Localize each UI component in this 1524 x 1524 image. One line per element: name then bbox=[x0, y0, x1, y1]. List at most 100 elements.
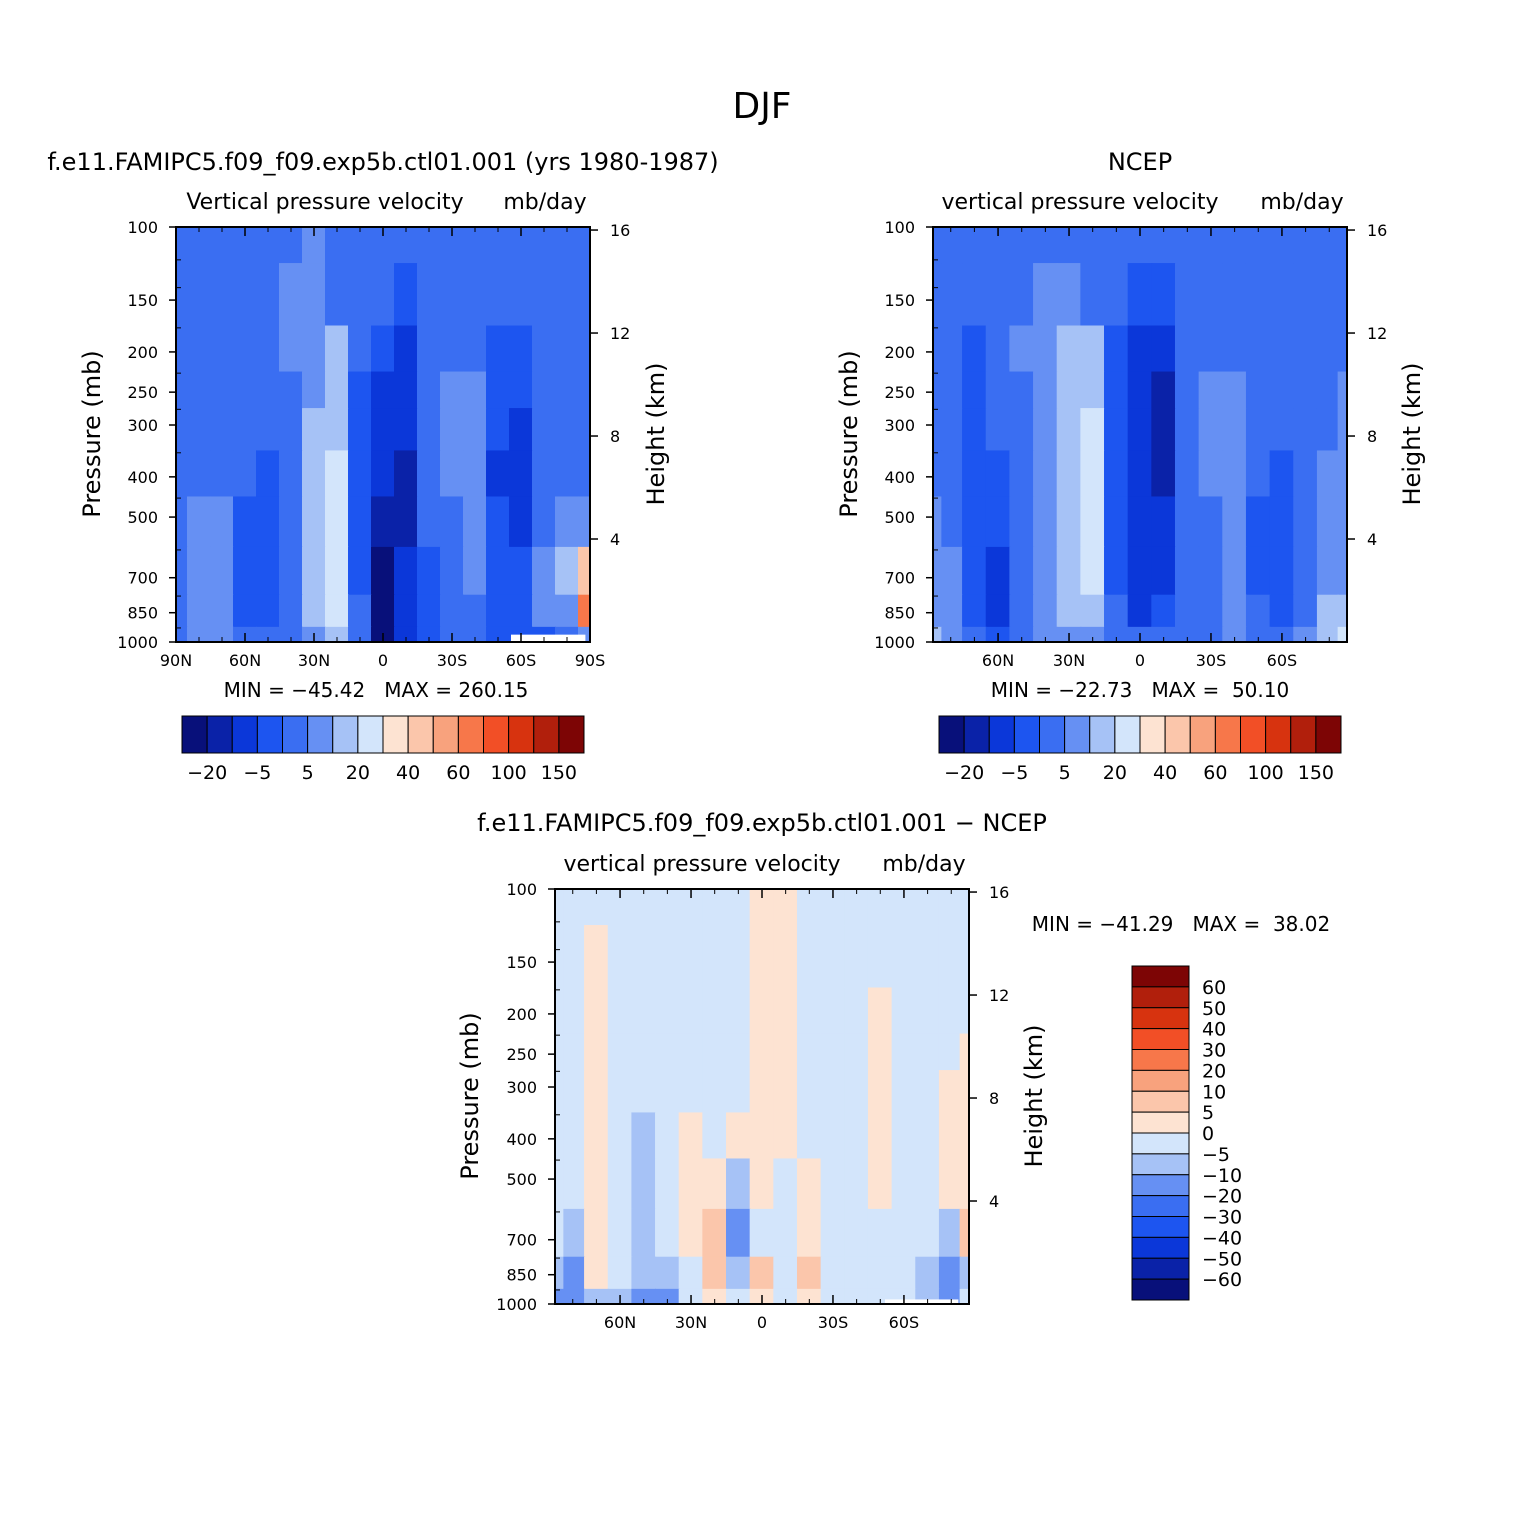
heatmap-cell bbox=[555, 1288, 565, 1304]
heatmap-cell bbox=[1245, 546, 1271, 596]
heatmap-cell bbox=[417, 496, 441, 548]
heatmap-cell bbox=[176, 450, 188, 498]
heatmap-cell bbox=[1033, 626, 1058, 642]
heatmap-cell bbox=[210, 626, 234, 642]
x-tick-label: 60S bbox=[889, 1313, 920, 1332]
heatmap-cell bbox=[555, 594, 579, 628]
heatmap-cell bbox=[348, 546, 372, 596]
heatmap-cell bbox=[325, 227, 349, 265]
heatmap-cell bbox=[1293, 408, 1318, 452]
heatmap-cell bbox=[394, 450, 418, 498]
heatmap-cell bbox=[1033, 263, 1058, 327]
colorbar-box bbox=[533, 715, 560, 754]
heatmap-cell bbox=[555, 450, 579, 498]
heatmap-cell bbox=[348, 496, 372, 548]
colorbar-box bbox=[1189, 715, 1216, 754]
heatmap-cell bbox=[915, 1158, 940, 1210]
heatmap-cell bbox=[1337, 263, 1347, 327]
heatmap-cell bbox=[773, 1033, 798, 1072]
heatmap-cell bbox=[210, 546, 234, 596]
heatmap-cell bbox=[631, 1288, 657, 1304]
heatmap-cell bbox=[655, 889, 680, 927]
heatmap-cell bbox=[509, 546, 533, 596]
panel-diff-plot: 100 150 200 250 300 400 500 700 850 1000 16 12 8 4 60N… bbox=[496, 880, 1009, 1332]
heatmap-cell bbox=[532, 263, 556, 327]
heatmap-cell bbox=[796, 1033, 822, 1072]
heatmap-cell bbox=[1033, 546, 1058, 596]
heatmap-cell bbox=[702, 987, 728, 1035]
heatmap-cell bbox=[440, 371, 464, 410]
heatmap-cell bbox=[417, 263, 441, 327]
heatmap-cell bbox=[187, 546, 211, 596]
heatmap-cell bbox=[726, 925, 751, 989]
y-tick-label: 250 bbox=[884, 383, 915, 402]
colorbar-label: −10 bbox=[1202, 1165, 1242, 1187]
colorbar-box bbox=[1131, 986, 1190, 1009]
heatmap-cell bbox=[555, 889, 565, 927]
heatmap-cell bbox=[176, 496, 188, 548]
heatmap-cell bbox=[1127, 450, 1153, 498]
colorbar-box bbox=[1315, 715, 1342, 754]
heatmap-cell bbox=[1174, 325, 1200, 373]
heatmap-cell bbox=[256, 263, 280, 327]
heatmap-cell bbox=[941, 546, 964, 596]
x-tick-label: 30S bbox=[818, 1313, 849, 1332]
heatmap-cell bbox=[1009, 496, 1035, 548]
y-right-tick-label: 12 bbox=[989, 986, 1009, 1005]
x-tick-label: 60N bbox=[604, 1313, 636, 1332]
heatmap-cell bbox=[256, 496, 280, 548]
heatmap-cell bbox=[1222, 371, 1247, 410]
heatmap-cell bbox=[915, 987, 940, 1035]
heatmap-cell bbox=[1245, 263, 1271, 327]
heatmap-cell bbox=[1056, 594, 1082, 628]
heatmap-cell bbox=[325, 626, 349, 642]
heatmap-cell bbox=[607, 1112, 633, 1160]
heatmap-cell bbox=[486, 408, 510, 452]
panel-ncep-ylabel-right: Height (km) bbox=[1398, 363, 1426, 506]
heatmap-cell bbox=[891, 1208, 917, 1258]
heatmap-cell bbox=[555, 263, 579, 327]
heatmap-cell bbox=[867, 1208, 893, 1258]
heatmap-cell bbox=[584, 1256, 609, 1290]
heatmap-cell bbox=[749, 1112, 775, 1160]
heatmap-cell bbox=[1316, 408, 1339, 452]
heatmap-cell bbox=[371, 594, 395, 628]
heatmap-cell bbox=[394, 408, 418, 452]
heatmap-cell bbox=[578, 594, 590, 628]
heatmap-cell bbox=[820, 925, 846, 989]
heatmap-cell bbox=[1056, 408, 1082, 452]
heatmap-cell bbox=[820, 1033, 846, 1072]
y-tick-label: 400 bbox=[506, 1130, 537, 1149]
heatmap-cell bbox=[773, 925, 798, 989]
heatmap-cell bbox=[371, 408, 395, 452]
heatmap-cell bbox=[1198, 263, 1224, 327]
heatmap-cell bbox=[959, 987, 969, 1035]
heatmap-cell bbox=[210, 496, 234, 548]
heatmap-cell bbox=[1337, 496, 1347, 548]
heatmap-cell bbox=[348, 263, 372, 327]
panel-model-title: f.e11.FAMIPC5.f09_f09.exp5b.ctl01.001 (y… bbox=[47, 148, 718, 176]
heatmap-cell bbox=[394, 496, 418, 548]
heatmap-cell bbox=[584, 925, 609, 989]
heatmap-cell bbox=[1337, 626, 1347, 642]
heatmap-cell bbox=[1293, 626, 1318, 642]
heatmap-cell bbox=[176, 408, 188, 452]
heatmap-cell bbox=[210, 371, 234, 410]
heatmap-cell bbox=[1104, 594, 1129, 628]
heatmap-cell bbox=[1104, 408, 1129, 452]
heatmap-cell bbox=[1151, 263, 1176, 327]
heatmap-cell bbox=[962, 408, 987, 452]
x-tick-label: 0 bbox=[1135, 651, 1145, 670]
heatmap-cell bbox=[279, 546, 303, 596]
heatmap-cell bbox=[279, 227, 303, 265]
y-tick-label: 400 bbox=[127, 468, 158, 487]
heatmap-cell bbox=[985, 408, 1011, 452]
heatmap-cell bbox=[256, 371, 280, 410]
heatmap-cell bbox=[563, 889, 586, 927]
heatmap-cell bbox=[325, 594, 349, 628]
heatmap-cell bbox=[941, 594, 964, 628]
heatmap-cell bbox=[1269, 408, 1295, 452]
heatmap-cell bbox=[631, 925, 657, 989]
y-tick-label: 100 bbox=[127, 218, 158, 237]
heatmap-cell bbox=[678, 1033, 704, 1072]
